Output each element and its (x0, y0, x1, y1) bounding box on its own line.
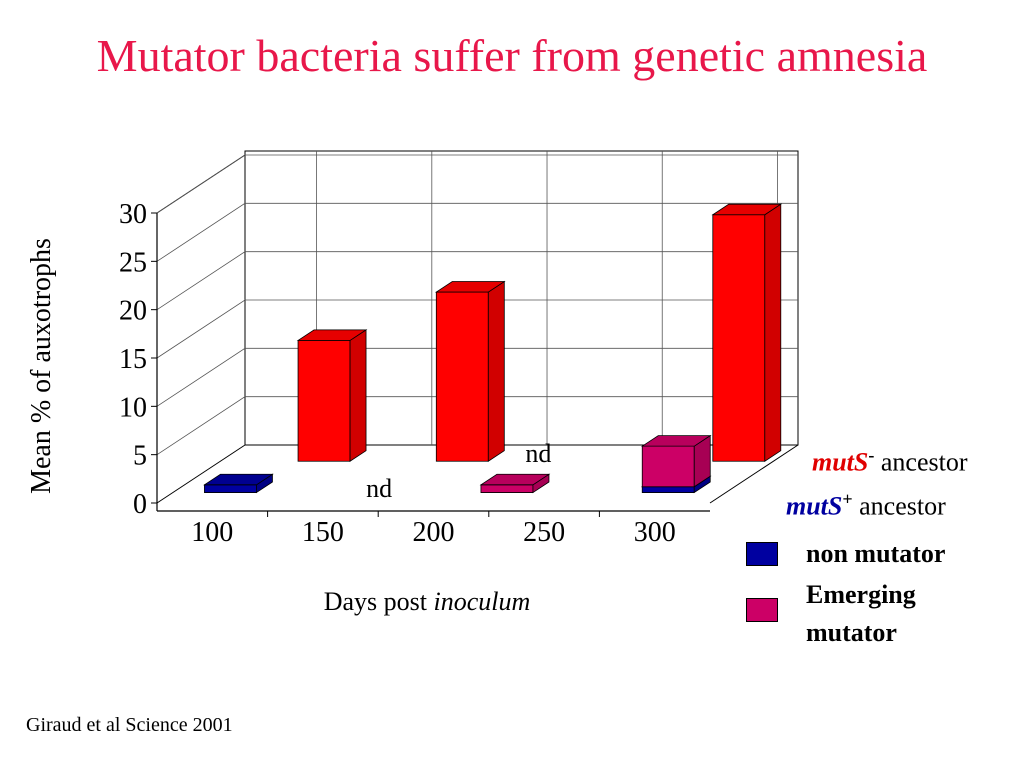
chart-back-wall (244, 150, 799, 446)
gridline-15 (156, 299, 798, 359)
legend-label-emerging-mutator: Emerging mutator (806, 580, 916, 647)
bar-non-mutator-100-front (204, 484, 257, 493)
y-tick-label-10: 10 (119, 392, 147, 423)
x-tick-label-150: 150 (302, 517, 344, 548)
bar-muts-minus-300 (711, 203, 783, 462)
row-label-rest: ancestor (852, 491, 946, 521)
gridline-30 (156, 154, 798, 214)
bar-muts-minus-120-side (349, 329, 367, 462)
row-label-rest: ancestor (874, 447, 968, 477)
bar-muts-minus-120-top (296, 329, 368, 341)
chart-left-floor-edge (156, 444, 246, 504)
bar-muts-minus-300-side (764, 203, 782, 462)
y-tick-label-20: 20 (119, 296, 147, 327)
annotation-nd-0: nd (366, 474, 392, 503)
x-axis-label-plain: Days post (324, 587, 434, 616)
x-tick-label-100: 100 (191, 517, 233, 548)
chart-gridlines (156, 151, 798, 456)
bar-non-mutator-100 (203, 473, 274, 494)
bar-emerging-mutator-220-front (480, 484, 534, 493)
bar-emerging-mutator-220 (479, 473, 551, 494)
bar-muts-minus-120 (296, 329, 368, 462)
citation: Giraud et al Science 2001 (26, 714, 233, 736)
x-tick-label-250: 250 (523, 517, 565, 548)
bar-emerging-mutator-290 (640, 434, 712, 488)
chart-axes: 0 5 10 15 20 25 30 100 150 200 250 300 (119, 199, 710, 548)
y-tick-label-0: 0 (133, 489, 147, 520)
y-axis-label: Mean % of auxotrophs (26, 238, 57, 494)
bar-muts-minus-180-side (487, 280, 505, 462)
annotation-nd-1: nd (525, 439, 551, 468)
legend-swatch-emerging-mutator (746, 598, 778, 622)
chart-bars (203, 203, 783, 494)
x-tick-label-200: 200 (413, 517, 455, 548)
legend-swatch-non-mutator (746, 542, 778, 566)
row-label-gene: mutS (812, 447, 869, 477)
slide-title: Mutator bacteria suffer from genetic amn… (96, 30, 928, 81)
bar-muts-minus-180-top (434, 281, 506, 293)
gridline-20 (156, 251, 798, 311)
row-label-muts-minus: mutS- ancestor (812, 440, 968, 478)
bar-non-mutator-100-top (203, 473, 274, 486)
bar-muts-minus-120-front (297, 340, 351, 462)
bar-muts-minus-300-top (711, 203, 783, 216)
y-tick-label-30: 30 (119, 199, 147, 230)
x-tick-label-300: 300 (634, 517, 676, 548)
bar-emerging-mutator-220-top (479, 473, 551, 486)
row-label-sup: - (868, 445, 875, 465)
x-axis-label-italic: inoculum (434, 587, 531, 616)
bar-emerging-mutator-290-front (641, 445, 695, 488)
y-tick-label-25: 25 (119, 247, 147, 278)
bar-muts-minus-180-front (435, 291, 489, 462)
y-tick-label-5: 5 (133, 441, 147, 472)
chart-right-floor-edge (709, 444, 799, 504)
chart-labels: Mean % of auxotrophs Days post inoculum nd… (26, 238, 551, 616)
row-label-muts-plus: mutS+ ancestor (786, 484, 946, 522)
gridline-10 (156, 347, 798, 407)
bar-muts-minus-300-front (712, 214, 766, 462)
legend-label-non-mutator: non mutator (806, 539, 946, 568)
bar-non-mutator-290-front (641, 486, 695, 493)
bar-emerging-mutator-290-top (640, 435, 712, 447)
gridline-5 (156, 396, 798, 456)
bar-muts-minus-180 (434, 280, 506, 462)
row-label-gene: mutS (786, 491, 843, 521)
gridline-25 (156, 202, 798, 262)
x-axis-label: Days post inoculum (324, 587, 531, 616)
y-tick-label-15: 15 (119, 344, 147, 375)
row-label-sup: + (842, 489, 853, 509)
